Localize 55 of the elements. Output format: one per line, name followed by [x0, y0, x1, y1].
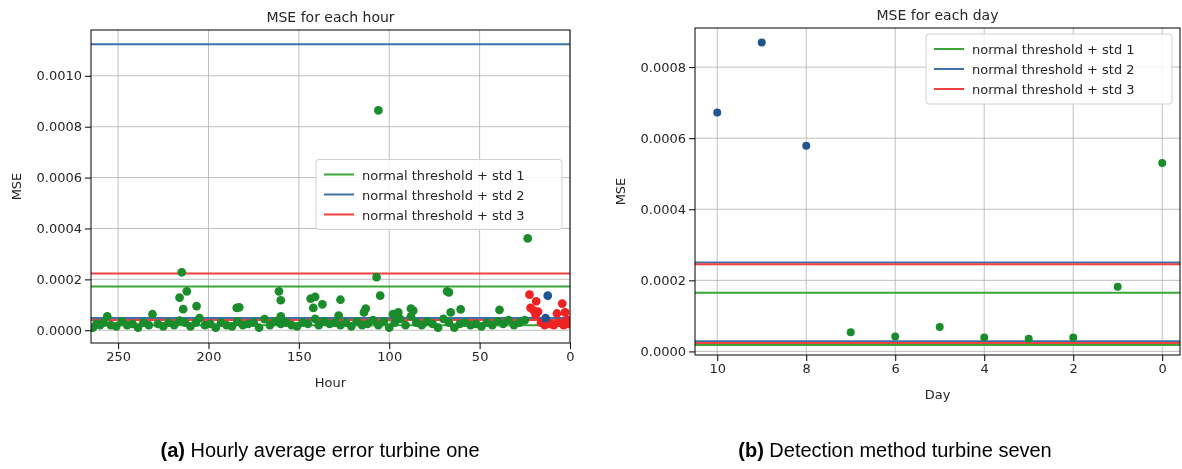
point: [557, 299, 567, 308]
point: [543, 291, 553, 301]
legend-label: normal threshold + std 2: [972, 62, 1135, 77]
y-axis-title: MSE: [613, 177, 628, 206]
legend-label: normal threshold + std 1: [972, 42, 1135, 57]
x-tick-label: 6: [891, 361, 900, 377]
x-tick-label: 0: [1158, 361, 1167, 377]
point: [846, 328, 855, 337]
x-tick-label: 100: [377, 349, 403, 365]
y-tick-label: 0.0004: [36, 221, 82, 237]
legend-label: normal threshold + std 3: [972, 82, 1135, 97]
point: [980, 333, 989, 342]
y-axis-title: MSE: [9, 172, 24, 201]
x-tick-label: 150: [286, 349, 312, 365]
x-tick-label: 2: [1069, 361, 1078, 377]
y-tick-label: 0.0006: [36, 170, 82, 186]
legend-label: normal threshold + std 1: [362, 167, 525, 183]
y-tick-label: 0.0010: [36, 68, 82, 84]
chart-title: MSE for each hour: [266, 9, 395, 25]
point: [1024, 334, 1033, 343]
point: [560, 308, 570, 317]
y-tick-label: 0.0004: [640, 201, 686, 217]
text: (b) Detection method turbine seven: [738, 439, 1052, 461]
point: [802, 141, 811, 150]
point: [757, 38, 766, 47]
legend-label: normal threshold + std 3: [362, 207, 525, 223]
x-tick-label: 4: [980, 361, 989, 377]
x-tick-label: 200: [196, 349, 222, 365]
y-tick-label: 0.0002: [36, 272, 82, 288]
x-tick-label: 0: [566, 349, 575, 365]
chart-title: MSE for each day: [876, 7, 999, 23]
point: [531, 296, 541, 306]
x-tick-label: 50: [471, 349, 489, 365]
point: [552, 309, 562, 318]
y-tick-label: 0.0000: [640, 344, 686, 360]
x-tick-label: 8: [802, 361, 811, 377]
y-tick-label: 0.0008: [36, 119, 82, 135]
point: [713, 108, 722, 117]
point: [891, 332, 900, 341]
point: [1113, 282, 1122, 291]
legend-label: normal threshold + std 2: [362, 187, 525, 203]
point: [935, 322, 944, 331]
point: [1158, 159, 1167, 168]
x-tick-label: 250: [106, 349, 132, 365]
point: [525, 290, 534, 300]
y-tick-label: 0.0006: [640, 130, 686, 146]
y-tick-label: 0.0002: [640, 273, 686, 289]
point: [541, 313, 550, 323]
y-tick-label: 0.0000: [36, 322, 82, 338]
text: (a) Hourly average error turbine one: [160, 439, 480, 461]
x-axis-title: Day: [924, 387, 951, 402]
x-tick-label: 10: [709, 361, 727, 377]
y-tick-label: 0.0008: [640, 59, 686, 75]
point: [1069, 333, 1078, 342]
x-axis-title: Hour: [314, 375, 347, 390]
